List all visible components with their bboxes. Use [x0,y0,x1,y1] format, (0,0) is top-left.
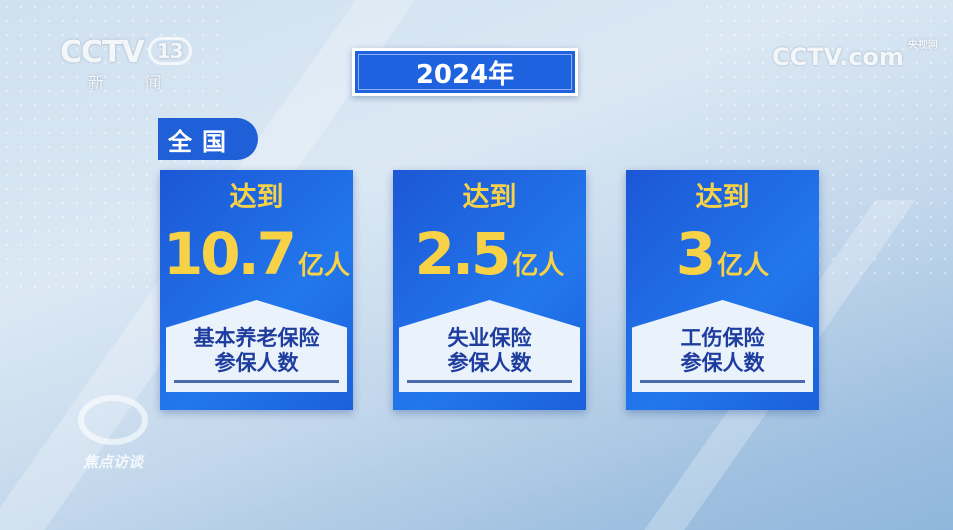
stat-prefix: 达到 [695,182,750,213]
region-tab: 全国 [158,118,258,160]
program-logo-icon [78,395,148,445]
cctv-com-logo: CCTV.com 央视网 [772,40,938,71]
stat-prefix: 达到 [229,182,284,213]
channel-name: 新 闻 [88,73,180,92]
stat-value: 2.5 亿人 [414,220,565,288]
stat-label: 失业保险 参保人数 [447,326,532,375]
cctv13-logo: CCTV 13 [60,36,192,70]
program-logo: 焦点访谈 [78,395,148,472]
underline [407,380,572,383]
stat-card-pension: 达到 10.7 亿人 基本养老保险 参保人数 [160,170,353,410]
stat-prefix: 达到 [462,182,517,213]
stat-value: 10.7 亿人 [162,220,351,288]
stat-card-injury: 达到 3 亿人 工伤保险 参保人数 [626,170,819,410]
stat-card-unemployment: 达到 2.5 亿人 失业保险 参保人数 [393,170,586,410]
stat-label: 基本养老保险 参保人数 [193,326,320,375]
stat-value: 3 亿人 [675,220,770,288]
underline [174,380,339,383]
year-title: 2024年 [352,48,578,96]
stat-label: 工伤保险 参保人数 [680,326,765,375]
underline [640,380,805,383]
